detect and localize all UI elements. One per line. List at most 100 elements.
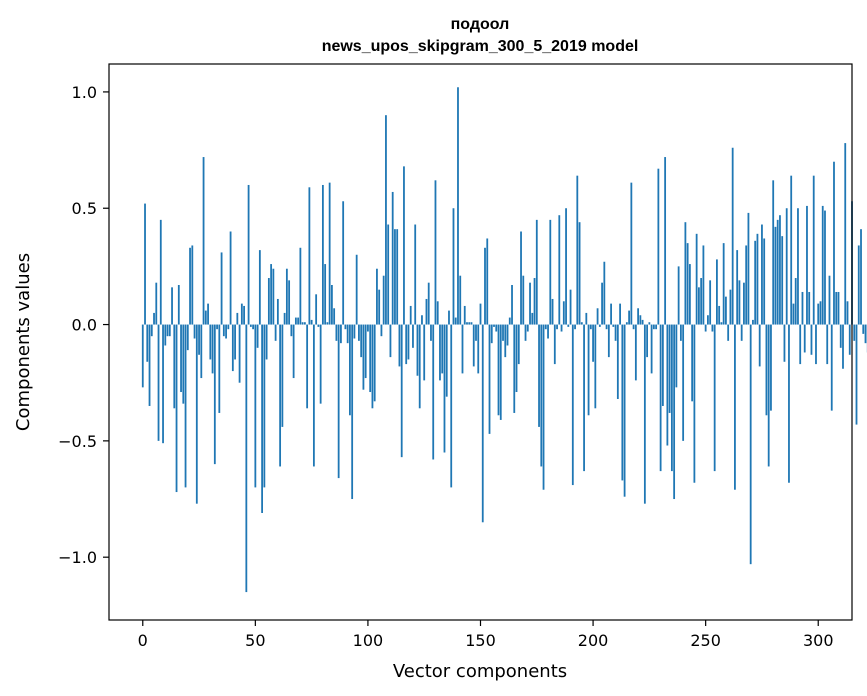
- bar-16: [177, 285, 180, 325]
- bar-36: [222, 324, 225, 337]
- bar-143: [463, 305, 466, 325]
- bar-186: [560, 324, 563, 332]
- bar-171: [526, 324, 529, 332]
- bar-205: [603, 261, 606, 325]
- bar-82: [326, 322, 329, 325]
- bar-160: [502, 324, 504, 341]
- bar-209: [612, 324, 615, 327]
- bar-71: [301, 322, 304, 325]
- bar-60: [276, 298, 279, 325]
- bar-245: [693, 324, 696, 483]
- bar-110: [389, 324, 392, 358]
- bar-101: [369, 324, 372, 393]
- bar-15: [175, 324, 178, 493]
- bar-197: [585, 312, 588, 325]
- bar-279: [770, 324, 772, 411]
- bar-277: [765, 324, 768, 416]
- bar-273: [756, 233, 759, 325]
- bar-147: [472, 324, 475, 367]
- bar-258: [722, 243, 725, 325]
- bar-281: [774, 226, 777, 325]
- bar-221: [639, 315, 642, 325]
- bar-120: [412, 324, 414, 348]
- bar-308: [835, 291, 838, 325]
- bar-72: [303, 322, 306, 325]
- bar-119: [409, 305, 412, 325]
- bar-299: [815, 324, 817, 365]
- bar-240: [682, 324, 685, 441]
- chart-title-line-2: news_upos_skipgram_300_5_2019 model: [322, 38, 639, 55]
- bar-141: [459, 275, 462, 325]
- bar-233: [666, 324, 669, 446]
- bar-319: [860, 229, 862, 325]
- bar-95: [355, 254, 358, 325]
- bar-58: [272, 268, 275, 325]
- bar-179: [544, 324, 547, 330]
- bar-202: [596, 308, 599, 325]
- bar-222: [641, 319, 644, 325]
- bar-228: [655, 324, 658, 330]
- bar-276: [763, 238, 766, 325]
- bar-107: [382, 275, 385, 325]
- bar-84: [331, 285, 333, 325]
- bar-70: [299, 247, 302, 325]
- bar-31: [211, 324, 214, 374]
- bar-215: [625, 322, 628, 325]
- bar-114: [398, 324, 401, 367]
- bar-56: [267, 278, 270, 325]
- bar-8: [159, 219, 162, 325]
- bar-292: [799, 324, 802, 365]
- bar-301: [819, 301, 822, 325]
- bar-42: [236, 312, 239, 325]
- bar-108: [385, 115, 387, 325]
- bar-14: [173, 324, 176, 409]
- bar-321: [864, 324, 867, 344]
- bar-169: [522, 275, 525, 325]
- bar-309: [837, 291, 840, 325]
- bar-199: [589, 324, 592, 330]
- y-tick-label-0: −1.0: [58, 548, 97, 567]
- bar-98: [362, 324, 365, 390]
- bar-193: [576, 175, 579, 325]
- bar-203: [598, 324, 601, 327]
- bar-207: [607, 324, 610, 358]
- bar-59: [274, 324, 277, 341]
- bar-116: [403, 166, 405, 325]
- x-tick-label-100: 100: [353, 631, 384, 650]
- bar-113: [396, 229, 399, 325]
- bar-79: [319, 324, 322, 404]
- bar-52: [258, 250, 261, 325]
- bar-18: [182, 324, 185, 404]
- bar-61: [279, 324, 282, 467]
- bar-69: [297, 317, 300, 325]
- bar-73: [306, 324, 309, 409]
- bar-51: [256, 324, 259, 348]
- bar-181: [549, 219, 552, 325]
- bar-163: [508, 317, 511, 325]
- bar-296: [808, 291, 811, 325]
- bar-289: [792, 303, 795, 325]
- bar-156: [493, 324, 495, 327]
- bar-252: [709, 280, 712, 325]
- x-axis: 0 50 100 150 200 250 300: [138, 620, 834, 650]
- bar-283: [779, 215, 781, 325]
- bar-262: [731, 147, 734, 325]
- bar-247: [698, 287, 700, 325]
- bar-232: [664, 157, 667, 325]
- bar-7: [157, 324, 160, 441]
- bar-293: [801, 291, 804, 325]
- bar-80: [321, 184, 324, 325]
- bar-75: [310, 319, 313, 325]
- bar-290: [794, 278, 797, 325]
- bar-43: [238, 324, 241, 383]
- bar-50: [254, 324, 257, 488]
- bar-234: [668, 324, 671, 413]
- bar-195: [580, 322, 583, 325]
- bar-318: [857, 245, 860, 325]
- bar-48: [249, 324, 252, 327]
- bar-35: [220, 252, 223, 325]
- bar-32: [213, 324, 216, 465]
- bar-304: [826, 324, 829, 365]
- bar-10: [164, 324, 167, 346]
